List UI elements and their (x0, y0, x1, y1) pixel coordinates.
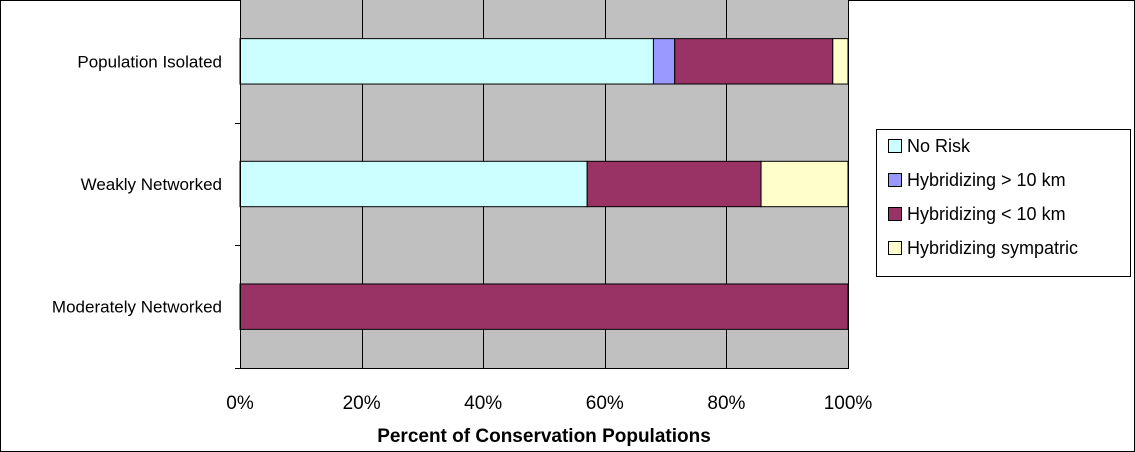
x-axis-title: Percent of Conservation Populations (377, 426, 711, 447)
x-tick-label: 60% (586, 393, 624, 414)
bars (239, 38, 849, 330)
legend: No Risk Hybridizing > 10 km Hybridizing < … (876, 129, 1131, 277)
bar-segment (674, 38, 834, 85)
category-label: Population Isolated (77, 52, 222, 71)
legend-swatch (888, 241, 902, 255)
axes (235, 0, 849, 369)
bar-segment (832, 38, 849, 85)
x-tick-label: 80% (707, 393, 745, 414)
bar-segment (239, 160, 588, 208)
legend-swatch (888, 139, 902, 153)
x-tick-label: 100% (824, 393, 873, 414)
legend-label: Hybridizing sympatric (907, 238, 1078, 258)
category-label: Weakly Networked (81, 175, 222, 194)
bar-segment (760, 160, 849, 208)
legend-swatch (888, 173, 902, 187)
legend-swatch (888, 207, 902, 221)
legend-label: Hybridizing > 10 km (907, 170, 1066, 190)
x-tick-label: 20% (343, 393, 381, 414)
x-tick-label: 0% (226, 393, 254, 414)
legend-box (876, 129, 1131, 277)
category-label: Moderately Networked (52, 298, 222, 317)
legend-label: Hybridizing < 10 km (907, 204, 1066, 224)
legend-label: No Risk (907, 136, 971, 156)
bar-segment (586, 160, 762, 208)
x-tick-labels: 0% 20% 40% 60% 80% 100% (226, 393, 872, 414)
x-tick-label: 40% (464, 393, 502, 414)
category-labels: Population Isolated Weakly Networked Moder… (52, 52, 222, 316)
bar-segment (652, 38, 676, 85)
bar-segment (239, 38, 654, 85)
bar-segment (239, 283, 849, 330)
